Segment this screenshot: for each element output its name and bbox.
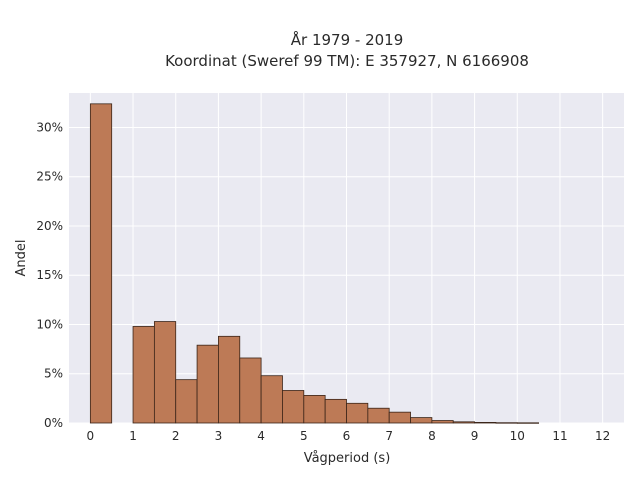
histogram-bar [89, 103, 113, 424]
histogram-bar [495, 422, 518, 424]
x-tick-label: 0 [87, 429, 95, 443]
x-tick-label: 1 [129, 429, 137, 443]
x-tick-label: 8 [428, 429, 436, 443]
x-tick-label: 6 [343, 429, 351, 443]
y-tick-label: 0% [44, 416, 63, 430]
x-tick-label: 9 [471, 429, 479, 443]
y-tick-label: 25% [36, 170, 63, 184]
x-tick-label: 4 [257, 429, 265, 443]
x-tick-label: 12 [595, 429, 610, 443]
histogram-bar [153, 321, 177, 424]
histogram-bar [175, 379, 198, 424]
y-axis-ticks: 0% 5% 10% 15% 20% 25% 30% [36, 120, 63, 430]
x-tick-label: 3 [215, 429, 223, 443]
y-tick-label: 20% [36, 219, 63, 233]
grid-lines [69, 93, 624, 424]
histogram-bar [260, 375, 283, 424]
x-tick-label: 10 [510, 429, 525, 443]
x-tick-label: 7 [385, 429, 393, 443]
chart-title-line1: År 1979 - 2019 [291, 30, 404, 49]
x-tick-label: 5 [300, 429, 308, 443]
x-axis-label: Vågperiod (s) [304, 451, 391, 466]
histogram-bar [132, 326, 155, 424]
y-axis-label: Andel [14, 240, 29, 277]
histogram-bar [239, 357, 262, 424]
bars [89, 103, 540, 424]
histogram-bar [196, 344, 219, 424]
y-tick-label: 15% [36, 268, 63, 282]
histogram-bar [452, 421, 475, 424]
histogram-bar [431, 420, 454, 424]
y-tick-label: 10% [36, 317, 63, 331]
histogram-bar [410, 417, 433, 424]
histogram-bar [516, 422, 540, 424]
y-tick-label: 30% [36, 120, 63, 134]
x-tick-label: 2 [172, 429, 180, 443]
histogram-bar [282, 390, 305, 424]
histogram-bar [346, 402, 369, 424]
y-tick-label: 5% [44, 367, 63, 381]
histogram-bar [324, 398, 347, 424]
histogram-bar [388, 411, 411, 424]
histogram-bar [474, 422, 497, 424]
x-axis-ticks: 0 1 2 3 4 5 6 7 8 9 10 11 12 [87, 429, 611, 443]
x-tick-label: 11 [552, 429, 567, 443]
histogram-bar [303, 395, 326, 424]
histogram-bar [367, 407, 390, 424]
histogram-bar [218, 335, 241, 424]
chart-title-line2: Koordinat (Sweref 99 TM): E 357927, N 61… [165, 52, 529, 70]
